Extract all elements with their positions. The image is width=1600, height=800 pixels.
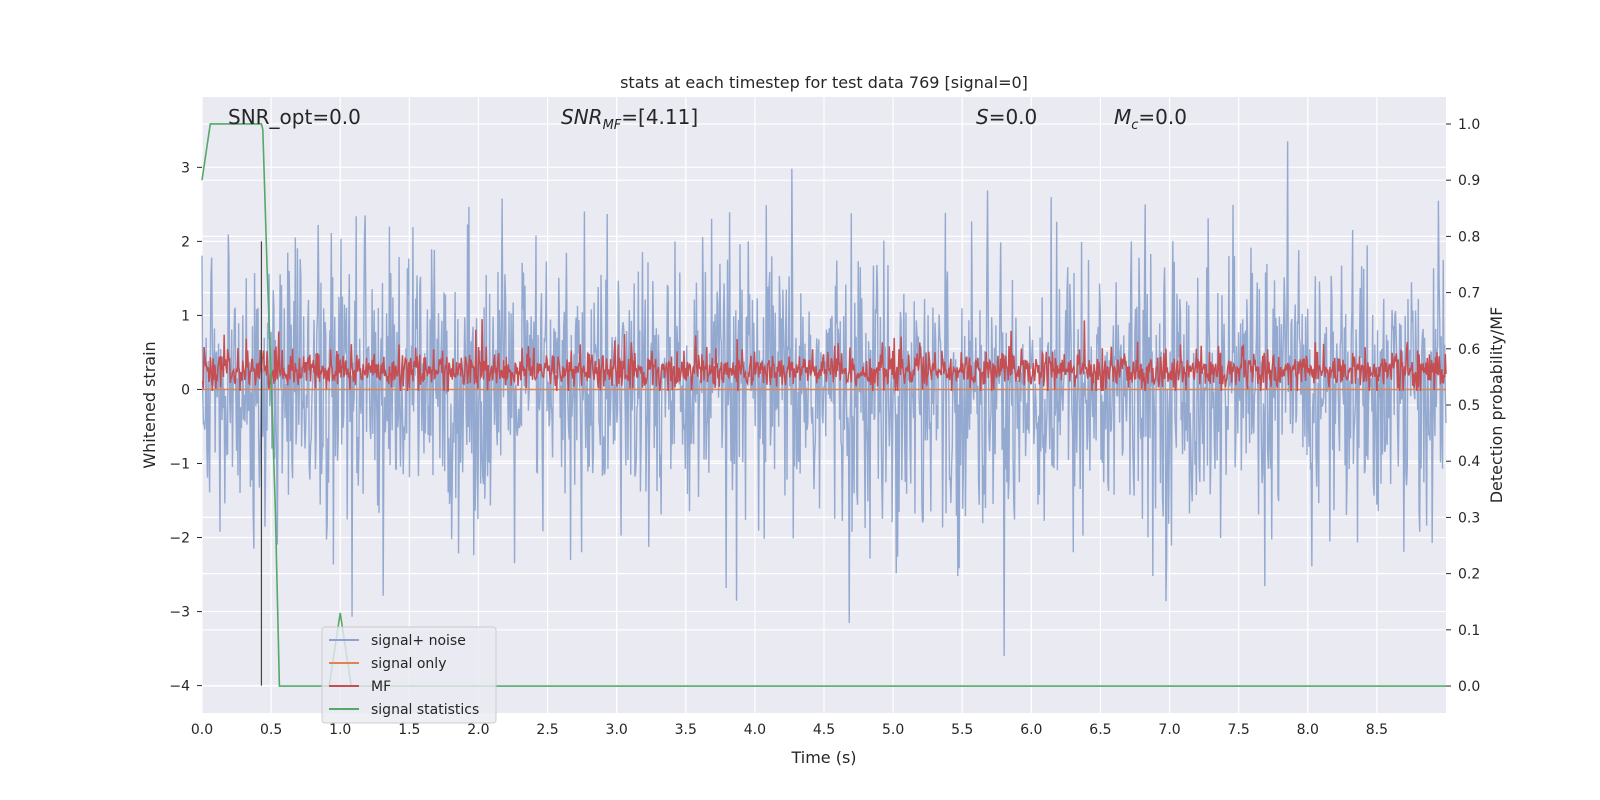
y2-tick-label: 1.0	[1458, 117, 1480, 133]
y-axis-right: 1.0 0.9 0.8 0.7 0.6 0.5 0.4 0.3 0.2 0.1 0.0	[1446, 117, 1480, 695]
annotation-snr-opt: SNR_opt=0.0	[228, 105, 361, 129]
y-axis-left: 3 2 1 0 −1 −2 −3 −4	[169, 160, 202, 695]
y2-tick-label: 0.7	[1458, 286, 1480, 302]
x-tick-label: 5.5	[951, 722, 973, 738]
y2-tick-label: 0.6	[1458, 342, 1480, 358]
x-axis: 0.0 0.5 1.0 1.5 2.0 2.5 3.0 3.5 4.0 4.5 5.0 5.5 6.0 6…	[191, 722, 1388, 738]
chart-title: stats at each timestep for test data 769…	[620, 73, 1028, 92]
y2-axis-label: Detection probability/MF	[1487, 307, 1506, 504]
legend-label-signal-only: signal only	[371, 656, 446, 672]
x-tick-label: 6.5	[1089, 722, 1111, 738]
legend-label-mf: MF	[371, 679, 391, 695]
annotation-s: S=0.0	[976, 105, 1037, 129]
x-tick-label: 0.0	[191, 722, 213, 738]
y-tick-label: −2	[169, 531, 190, 547]
y-tick-label: −4	[169, 679, 190, 695]
x-tick-label: 8.0	[1297, 722, 1319, 738]
annotation-mc: Mc=0.0	[1114, 105, 1187, 133]
x-tick-label: 8.5	[1366, 722, 1388, 738]
y2-tick-label: 0.4	[1458, 454, 1480, 470]
legend-box	[321, 626, 497, 724]
x-tick-label: 0.5	[260, 722, 282, 738]
x-tick-label: 3.5	[675, 722, 697, 738]
x-tick-label: 1.5	[398, 722, 420, 738]
x-tick-label: 7.5	[1228, 722, 1250, 738]
y2-tick-label: 0.8	[1458, 229, 1480, 245]
x-tick-label: 3.0	[606, 722, 628, 738]
series-signal-statistics-line	[201, 123, 1446, 687]
y2-tick-label: 0.5	[1458, 398, 1480, 414]
y-tick-label: 2	[181, 234, 190, 250]
y-tick-label: 3	[181, 160, 190, 176]
series-signal-noise-line	[201, 141, 1447, 656]
legend-label-signal-statistics: signal statistics	[371, 702, 479, 718]
x-tick-label: 4.0	[744, 722, 766, 738]
legend-label-signal-noise: signal+ noise	[371, 633, 466, 649]
x-tick-label: 6.0	[1020, 722, 1042, 738]
x-tick-label: 7.0	[1158, 722, 1180, 738]
y-tick-label: −3	[169, 605, 190, 621]
annotation-snr-mf: SNRMF=[4.11]	[561, 105, 698, 133]
series-mf-line	[201, 319, 1447, 392]
y2-tick-label: 0.2	[1458, 567, 1480, 583]
y2-tick-label: 0.0	[1458, 679, 1480, 695]
y-tick-label: 0	[181, 382, 190, 398]
y-tick-label: −1	[169, 456, 190, 472]
y2-tick-label: 0.1	[1458, 623, 1480, 639]
y-tick-label: 1	[181, 308, 190, 324]
x-tick-label: 2.0	[467, 722, 489, 738]
x-axis-label: Time (s)	[790, 748, 856, 767]
x-tick-label: 4.5	[813, 722, 835, 738]
legend: signal+ noise signal only MF signal stat…	[321, 626, 497, 724]
y2-tick-label: 0.9	[1458, 173, 1480, 189]
x-tick-label: 1.0	[329, 722, 351, 738]
x-tick-label: 2.5	[536, 722, 558, 738]
y-axis-label: Whitened strain	[140, 341, 159, 468]
y2-tick-label: 0.3	[1458, 510, 1480, 526]
x-tick-label: 5.0	[882, 722, 904, 738]
